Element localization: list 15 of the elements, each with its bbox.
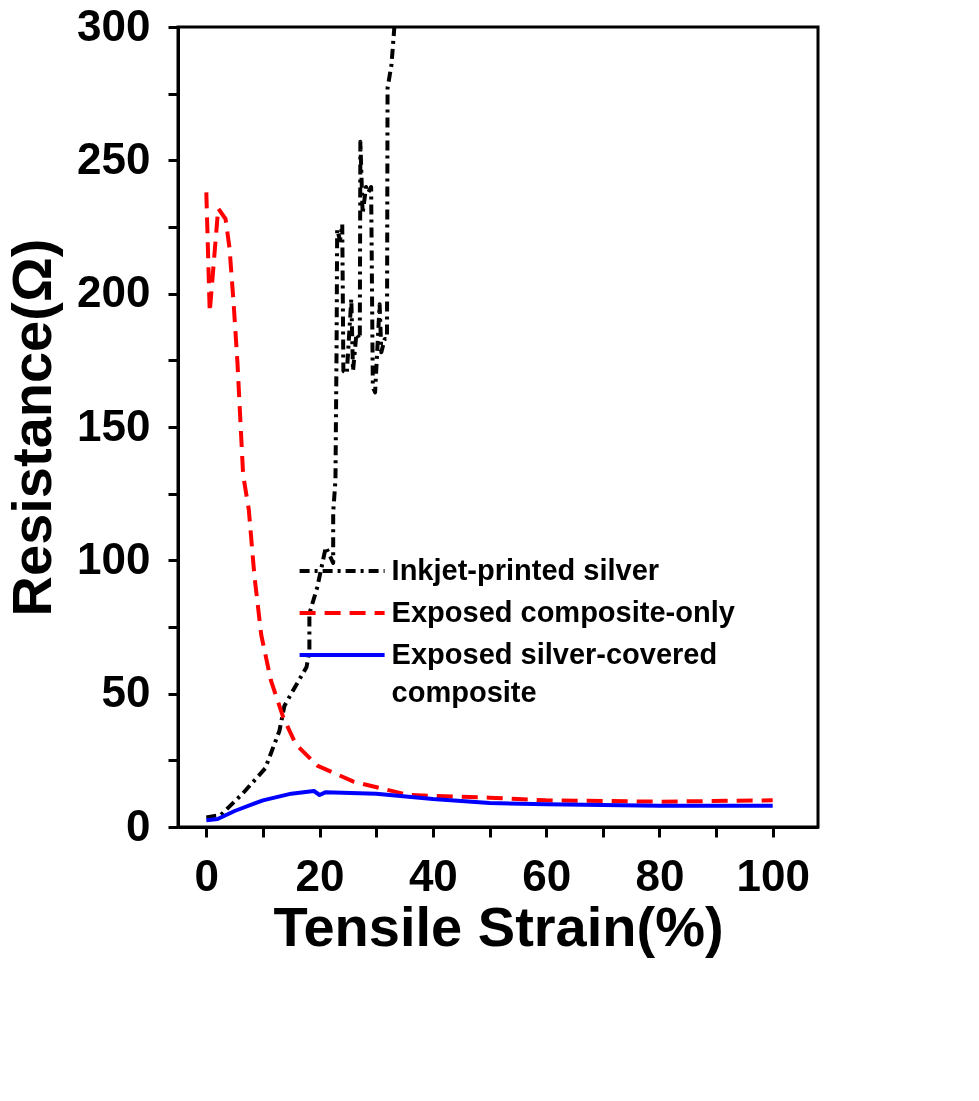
y-tick-label: 0 (126, 800, 151, 850)
y-tick-label: 250 (77, 133, 151, 183)
y-axis-title: Resistance(Ω) (0, 238, 64, 617)
line-series (204, 789, 775, 823)
y-tick-label: 300 (77, 0, 151, 50)
x-tick-label: 0 (194, 850, 220, 900)
y-tick-label: 50 (101, 667, 151, 717)
y-tick-label: 200 (77, 267, 151, 317)
legend-label: Inkjet-printed silver (391, 554, 660, 586)
legend-label: Exposed silver-covered composite (391, 638, 718, 708)
y-tick-label: 100 (77, 533, 151, 583)
legend-label: Exposed composite-only (391, 596, 735, 628)
x-tick-label: 100 (736, 850, 810, 900)
line-series (204, 190, 775, 804)
y-tick-label: 150 (77, 400, 151, 450)
